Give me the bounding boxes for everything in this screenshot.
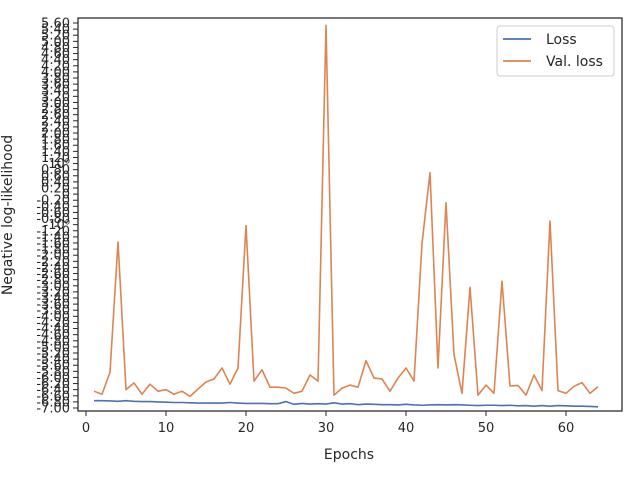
y-tick-label: 1.60 — [41, 139, 70, 154]
y-tick-label: -3.40 — [36, 292, 70, 307]
y-tick-label: -1.60 — [36, 237, 70, 252]
y-tick-label: -3.80 — [36, 304, 70, 319]
y-tick-label: -2.60 — [36, 267, 70, 282]
y-tick-label: 1.80 — [41, 133, 70, 148]
y-axis-label: Negative log-likelihood — [0, 135, 16, 295]
series-line-loss — [94, 399, 599, 408]
y-tick-label: 0.80 — [41, 163, 70, 178]
y-tick-label: -5.80 — [36, 365, 70, 380]
y-tick-label: -5.40 — [36, 353, 70, 368]
y-tick-label: -3.60 — [36, 298, 70, 313]
y-tick-label: 2.80 — [41, 102, 70, 117]
y-tick-label: 3.60 — [41, 78, 70, 93]
x-axis-label: Epochs — [324, 447, 374, 463]
y-tick-label: 10⁰ — [48, 157, 70, 172]
y-tick-label: -4.80 — [36, 334, 70, 349]
series-layer — [93, 24, 599, 408]
y-tick-label: -3.20 — [36, 285, 70, 300]
y-tick-label: -10⁰ — [44, 218, 70, 233]
y-tick-label: 4.00 — [41, 65, 70, 80]
y-tick-label: -6.00 — [36, 371, 70, 386]
y-tick-label: 2.00 — [41, 127, 70, 142]
y-tick-label: 1.40 — [41, 145, 70, 160]
y-tick-label: -6.40 — [36, 383, 70, 398]
y-tick-label: -0.20 — [36, 194, 70, 209]
y-tick-label: -5.00 — [36, 340, 70, 355]
y-tick-label: 3.80 — [41, 72, 70, 87]
y-tick-label: -4.60 — [36, 328, 70, 343]
y-tick-label: 0.60 — [41, 169, 70, 184]
y-tick-label: -0.60 — [36, 206, 70, 221]
y-tick-label: 3.20 — [41, 90, 70, 105]
y-tick-label: 0 — [62, 188, 70, 203]
y-tick-label: 4.20 — [41, 59, 70, 74]
y-tick-label: -5.60 — [36, 359, 70, 374]
y-tick-label: -4.40 — [36, 322, 70, 337]
y-axis: -7.00-6.80-6.60-6.40-6.20-6.00-5.80-5.60… — [36, 17, 78, 417]
y-tick-label: -2.80 — [36, 273, 70, 288]
y-tick-label: -2.20 — [36, 255, 70, 270]
y-tick-label: -0.80 — [36, 212, 70, 227]
y-tick-label: -7.00 — [36, 402, 70, 417]
y-tick-label: -4.20 — [36, 316, 70, 331]
y-tick-label: -6.60 — [36, 389, 70, 404]
y-tick-label: 2.20 — [41, 120, 70, 135]
y-tick-label: 2.40 — [41, 114, 70, 129]
legend-label: Val. loss — [546, 54, 603, 70]
legend-label: Loss — [546, 32, 577, 48]
y-tick-label: -1.20 — [36, 224, 70, 239]
y-tick-label: 4.80 — [41, 41, 70, 56]
y-tick-label: 4.60 — [41, 47, 70, 62]
y-tick-label: 0.20 — [41, 182, 70, 197]
x-tick-label: 60 — [558, 421, 575, 436]
y-tick-label: -5.20 — [36, 347, 70, 362]
x-tick-label: 40 — [398, 421, 415, 436]
y-tick-label: 5.40 — [41, 23, 70, 38]
y-tick-label: 4.40 — [41, 53, 70, 68]
x-tick-label: 30 — [318, 421, 335, 436]
y-tick-label: -0.40 — [36, 200, 70, 215]
y-tick-label: 3.00 — [41, 96, 70, 111]
x-tick-label: 0 — [82, 421, 90, 436]
y-tick-label: -6.20 — [36, 377, 70, 392]
y-tick-label: -4.00 — [36, 310, 70, 325]
y-tick-label: 2.60 — [41, 108, 70, 123]
y-tick-label: -1.40 — [36, 230, 70, 245]
y-tick-label: -1.80 — [36, 243, 70, 258]
plot-frame — [77, 17, 623, 412]
legend: Loss Val. loss — [496, 25, 615, 77]
y-tick-label: -2.00 — [36, 249, 70, 264]
y-tick-label: -2.40 — [36, 261, 70, 276]
y-tick-label: 0.40 — [41, 175, 70, 190]
series-line-val-loss — [93, 24, 599, 398]
y-tick-label: 5.20 — [41, 29, 70, 44]
x-axis: 0 10 20 30 40 50 60 — [82, 411, 574, 436]
plot-area — [77, 17, 623, 412]
y-tick-label: 5.60 — [41, 17, 70, 32]
y-tick-label: 3.40 — [41, 84, 70, 99]
y-tick-label: 5.00 — [41, 35, 70, 50]
x-tick-label: 10 — [158, 421, 175, 436]
y-tick-label: -3.00 — [36, 279, 70, 294]
x-tick-label: 20 — [238, 421, 255, 436]
x-tick-label: 50 — [478, 421, 495, 436]
y-tick-label: 1.20 — [41, 151, 70, 166]
y-tick-label: -6.80 — [36, 395, 70, 410]
